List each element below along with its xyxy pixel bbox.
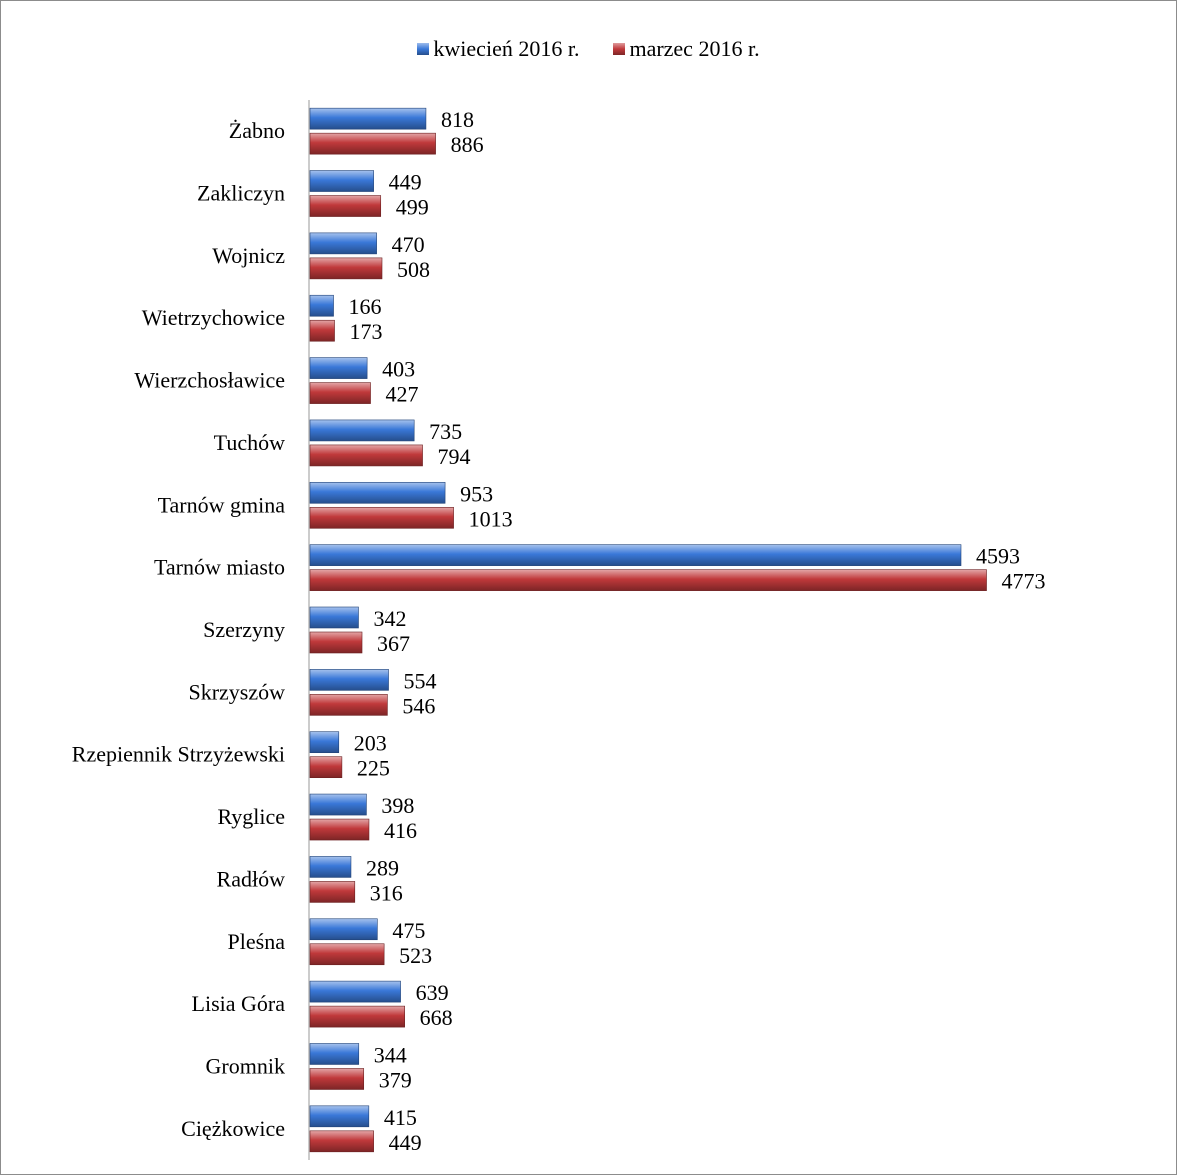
bar-series-1 (309, 1043, 360, 1065)
data-label-series-1: 4593 (976, 544, 1020, 569)
bar-series-2 (309, 943, 385, 966)
data-label-series-2: 416 (384, 818, 417, 843)
bar-series-2 (309, 132, 436, 155)
data-label-series-2: 316 (370, 880, 403, 905)
category-label: Lisia Góra (192, 991, 286, 1016)
data-label-series-2: 1013 (469, 506, 513, 531)
category-label: Tarnów gmina (158, 492, 286, 517)
legend-item-series-1: kwiecień 2016 r. (417, 36, 579, 62)
bar-series-1 (309, 669, 389, 691)
bar-series-1 (309, 606, 359, 629)
data-label-series-1: 166 (349, 294, 382, 319)
data-label-series-1: 398 (381, 793, 414, 818)
bar-series-2 (309, 569, 987, 591)
bar-series-1 (309, 1105, 370, 1128)
category-label: Ryglice (217, 804, 285, 829)
bar-series-1 (309, 357, 368, 379)
data-label-series-1: 475 (392, 918, 425, 943)
category-label: Wojnicz (212, 243, 285, 268)
bar-series-2 (309, 1130, 374, 1153)
data-label-series-2: 379 (379, 1067, 412, 1092)
data-label-series-1: 449 (389, 170, 422, 195)
bar-series-1 (309, 170, 374, 192)
bar-series-2 (309, 1068, 365, 1090)
bar-series-2 (309, 818, 370, 841)
legend-swatch-series-1 (417, 43, 430, 55)
category-label: Tarnów miasto (154, 555, 285, 580)
category-label: Żabno (229, 118, 285, 143)
data-label-series-1: 342 (373, 606, 406, 631)
bar-series-2 (309, 881, 356, 903)
bar-series-2 (309, 756, 343, 779)
bar-series-2 (309, 444, 423, 467)
data-label-series-2: 546 (402, 693, 435, 718)
legend-label-series-2: marzec 2016 r. (629, 36, 760, 61)
bar-series-1 (309, 793, 367, 816)
category-label: Radłów (217, 866, 286, 891)
category-label: Skrzyszów (188, 679, 285, 704)
bar-series-1 (309, 481, 446, 504)
data-label-series-2: 367 (377, 631, 410, 656)
data-label-series-2: 523 (399, 943, 432, 968)
bar-series-2 (309, 1005, 405, 1028)
category-label: Wierzchosławice (134, 368, 285, 393)
category-label: Zakliczyn (197, 181, 285, 206)
bar-series-2 (309, 257, 383, 280)
bar-series-2 (309, 382, 371, 404)
category-label: Szerzyny (203, 617, 285, 642)
bar-series-2 (309, 319, 335, 342)
chart-legend: kwiecień 2016 r. marzec 2016 r. (0, 36, 1177, 62)
category-label: Wietrzychowice (142, 305, 285, 330)
legend-item-series-2: marzec 2016 r. (613, 36, 760, 62)
data-label-series-2: 508 (397, 257, 430, 282)
bar-series-2 (309, 694, 388, 716)
category-label: Tuchów (214, 430, 285, 455)
bar-series-1 (309, 544, 962, 566)
data-label-series-2: 794 (438, 444, 471, 469)
data-label-series-2: 668 (420, 1005, 453, 1030)
bar-series-1 (309, 731, 340, 754)
data-label-series-2: 173 (350, 319, 383, 344)
data-label-series-1: 818 (441, 107, 474, 132)
category-label: Ciężkowice (181, 1116, 285, 1141)
data-label-series-1: 470 (392, 232, 425, 257)
data-label-series-2: 225 (357, 756, 390, 781)
data-label-series-2: 449 (389, 1130, 422, 1155)
data-label-series-1: 344 (374, 1042, 407, 1067)
category-label: Gromnik (206, 1053, 285, 1078)
data-label-series-2: 4773 (1002, 569, 1046, 594)
data-label-series-1: 403 (382, 357, 415, 382)
data-label-series-1: 639 (416, 980, 449, 1005)
category-label: Rzepiennik Strzyżewski (72, 742, 285, 767)
data-label-series-1: 953 (460, 481, 493, 506)
bar-series-2 (309, 631, 363, 654)
legend-label-series-1: kwiecień 2016 r. (433, 36, 580, 61)
bar-series-1 (309, 980, 401, 1003)
bar-series-1 (309, 232, 377, 255)
data-label-series-2: 427 (386, 382, 419, 407)
data-label-series-1: 554 (404, 668, 437, 693)
bar-series-1 (309, 918, 378, 941)
data-label-series-2: 886 (451, 132, 484, 157)
data-label-series-1: 203 (354, 731, 387, 756)
data-label-series-1: 415 (384, 1105, 417, 1130)
bar-series-1 (309, 856, 352, 878)
legend-swatch-series-2 (613, 43, 626, 55)
data-label-series-1: 735 (429, 419, 462, 444)
bar-series-1 (309, 419, 415, 442)
category-label: Pleśna (228, 929, 286, 954)
data-label-series-1: 289 (366, 855, 399, 880)
bar-series-2 (309, 195, 382, 217)
bar-series-2 (309, 506, 454, 529)
bar-series-1 (309, 107, 427, 130)
bar-series-1 (309, 294, 334, 317)
data-label-series-2: 499 (396, 195, 429, 220)
